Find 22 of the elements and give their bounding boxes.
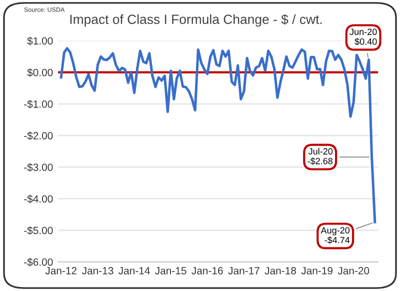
y-tick-label: -$2.00	[24, 132, 53, 140]
line-series	[60, 47, 376, 224]
annotation: Jun-20 $0.40	[350, 28, 377, 46]
y-tick-label: -$4.00	[24, 194, 53, 204]
y-tick-label: -$6.00	[24, 258, 53, 266]
y-tick-label: $0.00	[27, 68, 53, 77]
y-tick-label: -$3.00	[24, 163, 53, 172]
y-tick-label: $1.00	[27, 36, 53, 46]
x-tick-label: Jan-18	[264, 267, 296, 274]
x-tick-label: Jan-12	[45, 267, 77, 274]
x-tick-label: Jan-19	[301, 267, 332, 274]
x-tick-label: Jan-17	[228, 267, 260, 274]
x-tick-label: Jan-13	[82, 267, 114, 274]
annotation: Aug-20 -$4.74	[320, 227, 350, 244]
x-tick-label: Jan-14	[118, 267, 150, 274]
x-tick-label: Jan-15	[155, 267, 186, 274]
x-tick-label: Jan-16	[192, 267, 223, 274]
y-tick-label: -$5.00	[24, 226, 53, 235]
y-tick-label: -$1.00	[24, 100, 53, 108]
x-tick-label: Jan-20	[338, 267, 370, 274]
annotation: Jul-20 -$2.68	[308, 148, 333, 165]
chart-title: Impact of Class I Formula Change - $ / cwt.	[70, 14, 322, 27]
